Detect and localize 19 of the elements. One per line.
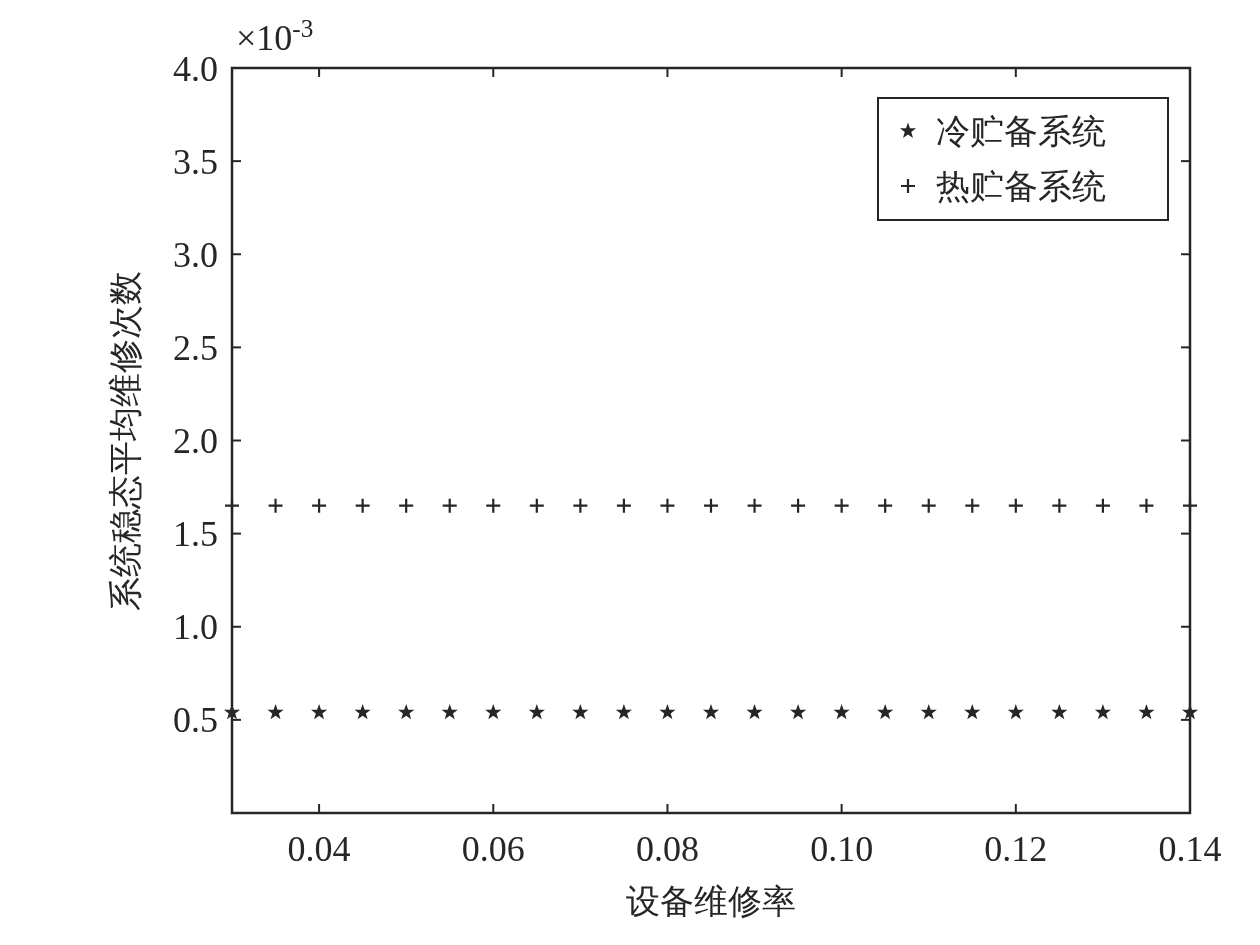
y-tick-label: 4.0	[173, 48, 218, 89]
y-tick-label: 2.5	[173, 327, 218, 368]
x-tick-label: 0.06	[461, 829, 525, 869]
legend-label: 热贮备系统	[936, 165, 1106, 206]
y-tick-label: 3.5	[173, 141, 218, 182]
x-tick-label: 0.08	[635, 829, 699, 869]
y-tick-label: 1.5	[173, 514, 218, 555]
x-axis-title: 设备维修率	[626, 881, 796, 921]
text: ×10$^{-3}$	[236, 14, 314, 58]
x-tick-label: 0.14	[1158, 829, 1222, 869]
x-tick-label: 0.12	[984, 829, 1048, 869]
x-tick-label: 0.10	[810, 829, 874, 869]
x-tick-label: 0.04	[287, 829, 351, 869]
y-tick-label: 0.5	[173, 700, 218, 741]
y-tick-label: 3.0	[173, 234, 218, 275]
y-axis-title: 系统稳态平均维修次数	[105, 270, 145, 611]
legend-label: 冷贮备系统	[936, 110, 1106, 151]
y-tick-label: 1.0	[173, 607, 218, 648]
y-tick-label: 2.0	[173, 421, 218, 462]
